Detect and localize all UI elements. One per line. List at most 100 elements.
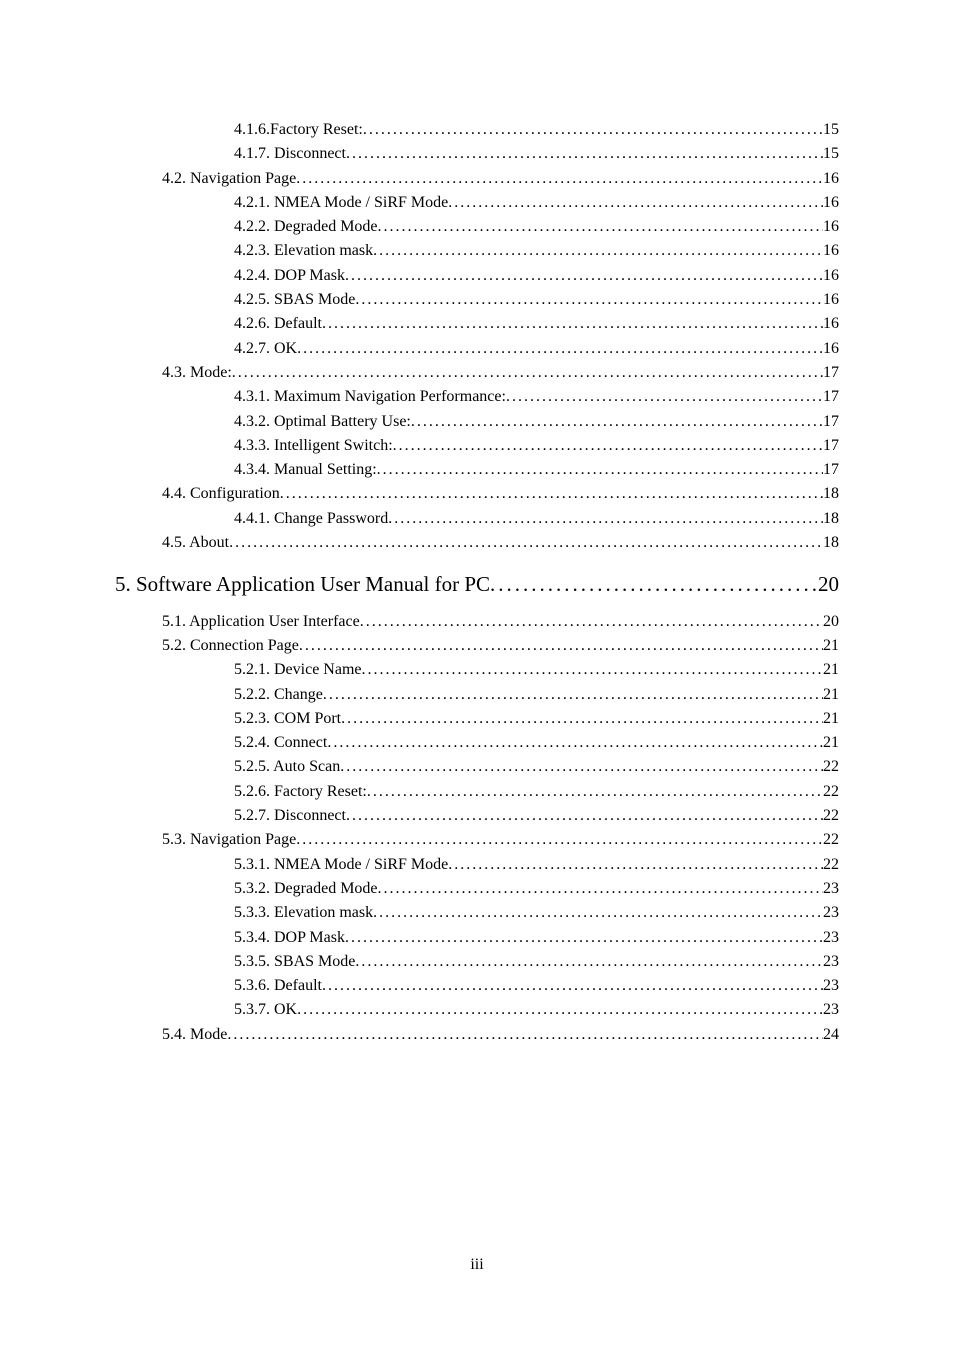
toc-entry-text: 4.4.1. Change Password (234, 507, 388, 531)
toc-leader-dots: ........................................… (388, 507, 823, 531)
toc-entry: 5. Software Application User Manual for … (115, 572, 839, 596)
toc-entry: 4.2.1. NMEA Mode / SiRF Mode ...........… (115, 191, 839, 215)
toc-entry-page: 18 (823, 507, 839, 531)
toc-entry: 5.2.5. Auto Scan .......................… (115, 755, 839, 779)
toc-entry-text: 5.3.6. Default (234, 974, 322, 998)
toc-leader-dots: ........................................… (448, 853, 823, 877)
toc-entry-page: 16 (823, 337, 839, 361)
toc-entry-text: 4.3. Mode: (162, 361, 232, 385)
toc-entry-text: 5.2.3. COM Port (234, 707, 341, 731)
toc-entry-text: 4.3.1. Maximum Navigation Performance: (234, 385, 506, 409)
toc-leader-dots: ........................................… (227, 1023, 823, 1047)
toc-entry: 5.2.7. Disconnect.......................… (115, 804, 839, 828)
toc-entry: 4.2.7. OK...............................… (115, 337, 839, 361)
toc-entry-page: 23 (823, 877, 839, 901)
toc-entry-page: 17 (823, 434, 839, 458)
toc-entry-page: 17 (823, 410, 839, 434)
toc-leader-dots: ........................................… (373, 901, 823, 925)
toc-entry: 5.3.1. NMEA Mode / SiRF Mode ...........… (115, 853, 839, 877)
toc-entry: 4.1.6.Factory Reset: ...................… (115, 118, 839, 142)
toc-entry-page: 16 (823, 215, 839, 239)
toc-entry: 4.3. Mode: .............................… (115, 361, 839, 385)
toc-entry-text: 4.2.4. DOP Mask (234, 264, 345, 288)
toc-entry: 4.2.6. Default..........................… (115, 312, 839, 336)
toc-entry-text: 4.5. About (162, 531, 229, 555)
toc-entry: 5.3.4. DOP Mask.........................… (115, 926, 839, 950)
toc-leader-dots: ........................................… (340, 755, 823, 779)
toc-entry: 5.3.5. SBAS Mode .......................… (115, 950, 839, 974)
toc-entry-text: 4.3.4. Manual Setting: (234, 458, 377, 482)
toc-entry: 4.3.1. Maximum Navigation Performance:..… (115, 385, 839, 409)
toc-leader-dots: ........................................… (378, 877, 823, 901)
toc-entry: 5.2.2. Change ..........................… (115, 683, 839, 707)
toc-entry-page: 24 (823, 1023, 839, 1047)
toc-leader-dots: ........................................… (341, 707, 823, 731)
toc-entry-text: 5.1. Application User Interface (162, 610, 360, 634)
toc-entry: 4.4. Configuration .....................… (115, 482, 839, 506)
toc-entry-page: 18 (823, 531, 839, 555)
toc-leader-dots: ........................................… (322, 312, 823, 336)
toc-leader-dots: ........................................… (297, 337, 823, 361)
toc-entry-text: 5. Software Application User Manual for … (115, 572, 490, 596)
toc-leader-dots: ........................................… (411, 410, 823, 434)
toc-entry-page: 22 (823, 804, 839, 828)
toc-entry-text: 4.2.2. Degraded Mode (234, 215, 378, 239)
toc-leader-dots: ........................................… (299, 634, 823, 658)
toc-entry: 5.3.7. OK...............................… (115, 998, 839, 1022)
toc-entry-page: 22 (823, 828, 839, 852)
toc-entry-page: 16 (823, 288, 839, 312)
toc-entry-page: 23 (823, 998, 839, 1022)
toc-entry-text: 5.3.3. Elevation mask (234, 901, 373, 925)
toc-entry: 5.2.1. Device Name......................… (115, 658, 839, 682)
toc-entry-page: 15 (823, 142, 839, 166)
toc-leader-dots: ........................................… (346, 142, 823, 166)
toc-entry-text: 5.2.4. Connect (234, 731, 327, 755)
toc-leader-dots: ........................................… (327, 731, 823, 755)
toc-entry: 5.4. Mode ..............................… (115, 1023, 839, 1047)
toc-entry-text: 5.3.5. SBAS Mode (234, 950, 355, 974)
toc-entry-text: 5.2. Connection Page (162, 634, 299, 658)
toc-leader-dots: ........................................… (362, 658, 823, 682)
toc-entry: 4.5. About..............................… (115, 531, 839, 555)
toc-entry-text: 5.3.4. DOP Mask (234, 926, 345, 950)
toc-entry-text: 5.4. Mode (162, 1023, 227, 1047)
toc-entry-text: 4.2.5. SBAS Mode (234, 288, 355, 312)
toc-entry: 5.3.3. Elevation mask...................… (115, 901, 839, 925)
toc-entry: 5.1. Application User Interface ........… (115, 610, 839, 634)
toc-entry: 4.4.1. Change Password .................… (115, 507, 839, 531)
toc-entry-page: 21 (823, 658, 839, 682)
toc-entry-page: 16 (823, 239, 839, 263)
toc-entry-text: 4.1.7. Disconnect (234, 142, 346, 166)
toc-entry-text: 4.2.3. Elevation mask (234, 239, 373, 263)
toc-leader-dots: ........................................… (296, 828, 823, 852)
toc-entry-text: 5.3. Navigation Page (162, 828, 296, 852)
toc-entry-text: 5.3.2. Degraded Mode (234, 877, 378, 901)
toc-leader-dots: ........................................… (363, 118, 823, 142)
toc-entry-page: 18 (823, 482, 839, 506)
toc-entry-text: 4.1.6.Factory Reset: (234, 118, 363, 142)
toc-entry: 4.2.5. SBAS Mode .......................… (115, 288, 839, 312)
toc-entry-page: 20 (823, 610, 839, 634)
toc-entry-page: 22 (823, 755, 839, 779)
toc-leader-dots: ........................................… (297, 998, 823, 1022)
toc-leader-dots: ........................................… (355, 950, 823, 974)
toc-entry: 4.3.3. Intelligent Switch:..............… (115, 434, 839, 458)
toc-entry: 5.3. Navigation Page ...................… (115, 828, 839, 852)
toc-entry-page: 21 (823, 731, 839, 755)
toc-entry-text: 4.2.7. OK (234, 337, 297, 361)
toc-leader-dots: ........................................… (232, 361, 823, 385)
toc-entry: 4.3.4. Manual Setting:..................… (115, 458, 839, 482)
toc-leader-dots: ........................................… (322, 974, 823, 998)
toc-entry-page: 22 (823, 780, 839, 804)
toc-entry-page: 20 (818, 572, 839, 596)
toc-entry-text: 5.3.7. OK (234, 998, 297, 1022)
toc-leader-dots: ........................................… (323, 683, 823, 707)
toc-entry-page: 23 (823, 950, 839, 974)
toc-entry-page: 23 (823, 901, 839, 925)
toc-entry-text: 4.4. Configuration (162, 482, 280, 506)
toc-leader-dots: ........................................… (373, 239, 823, 263)
toc-entry: 4.2.3. Elevation mask...................… (115, 239, 839, 263)
toc-leader-dots: ........................................… (346, 804, 823, 828)
toc-leader-dots: ........................................… (280, 482, 823, 506)
toc-entry: 5.2.4. Connect .........................… (115, 731, 839, 755)
